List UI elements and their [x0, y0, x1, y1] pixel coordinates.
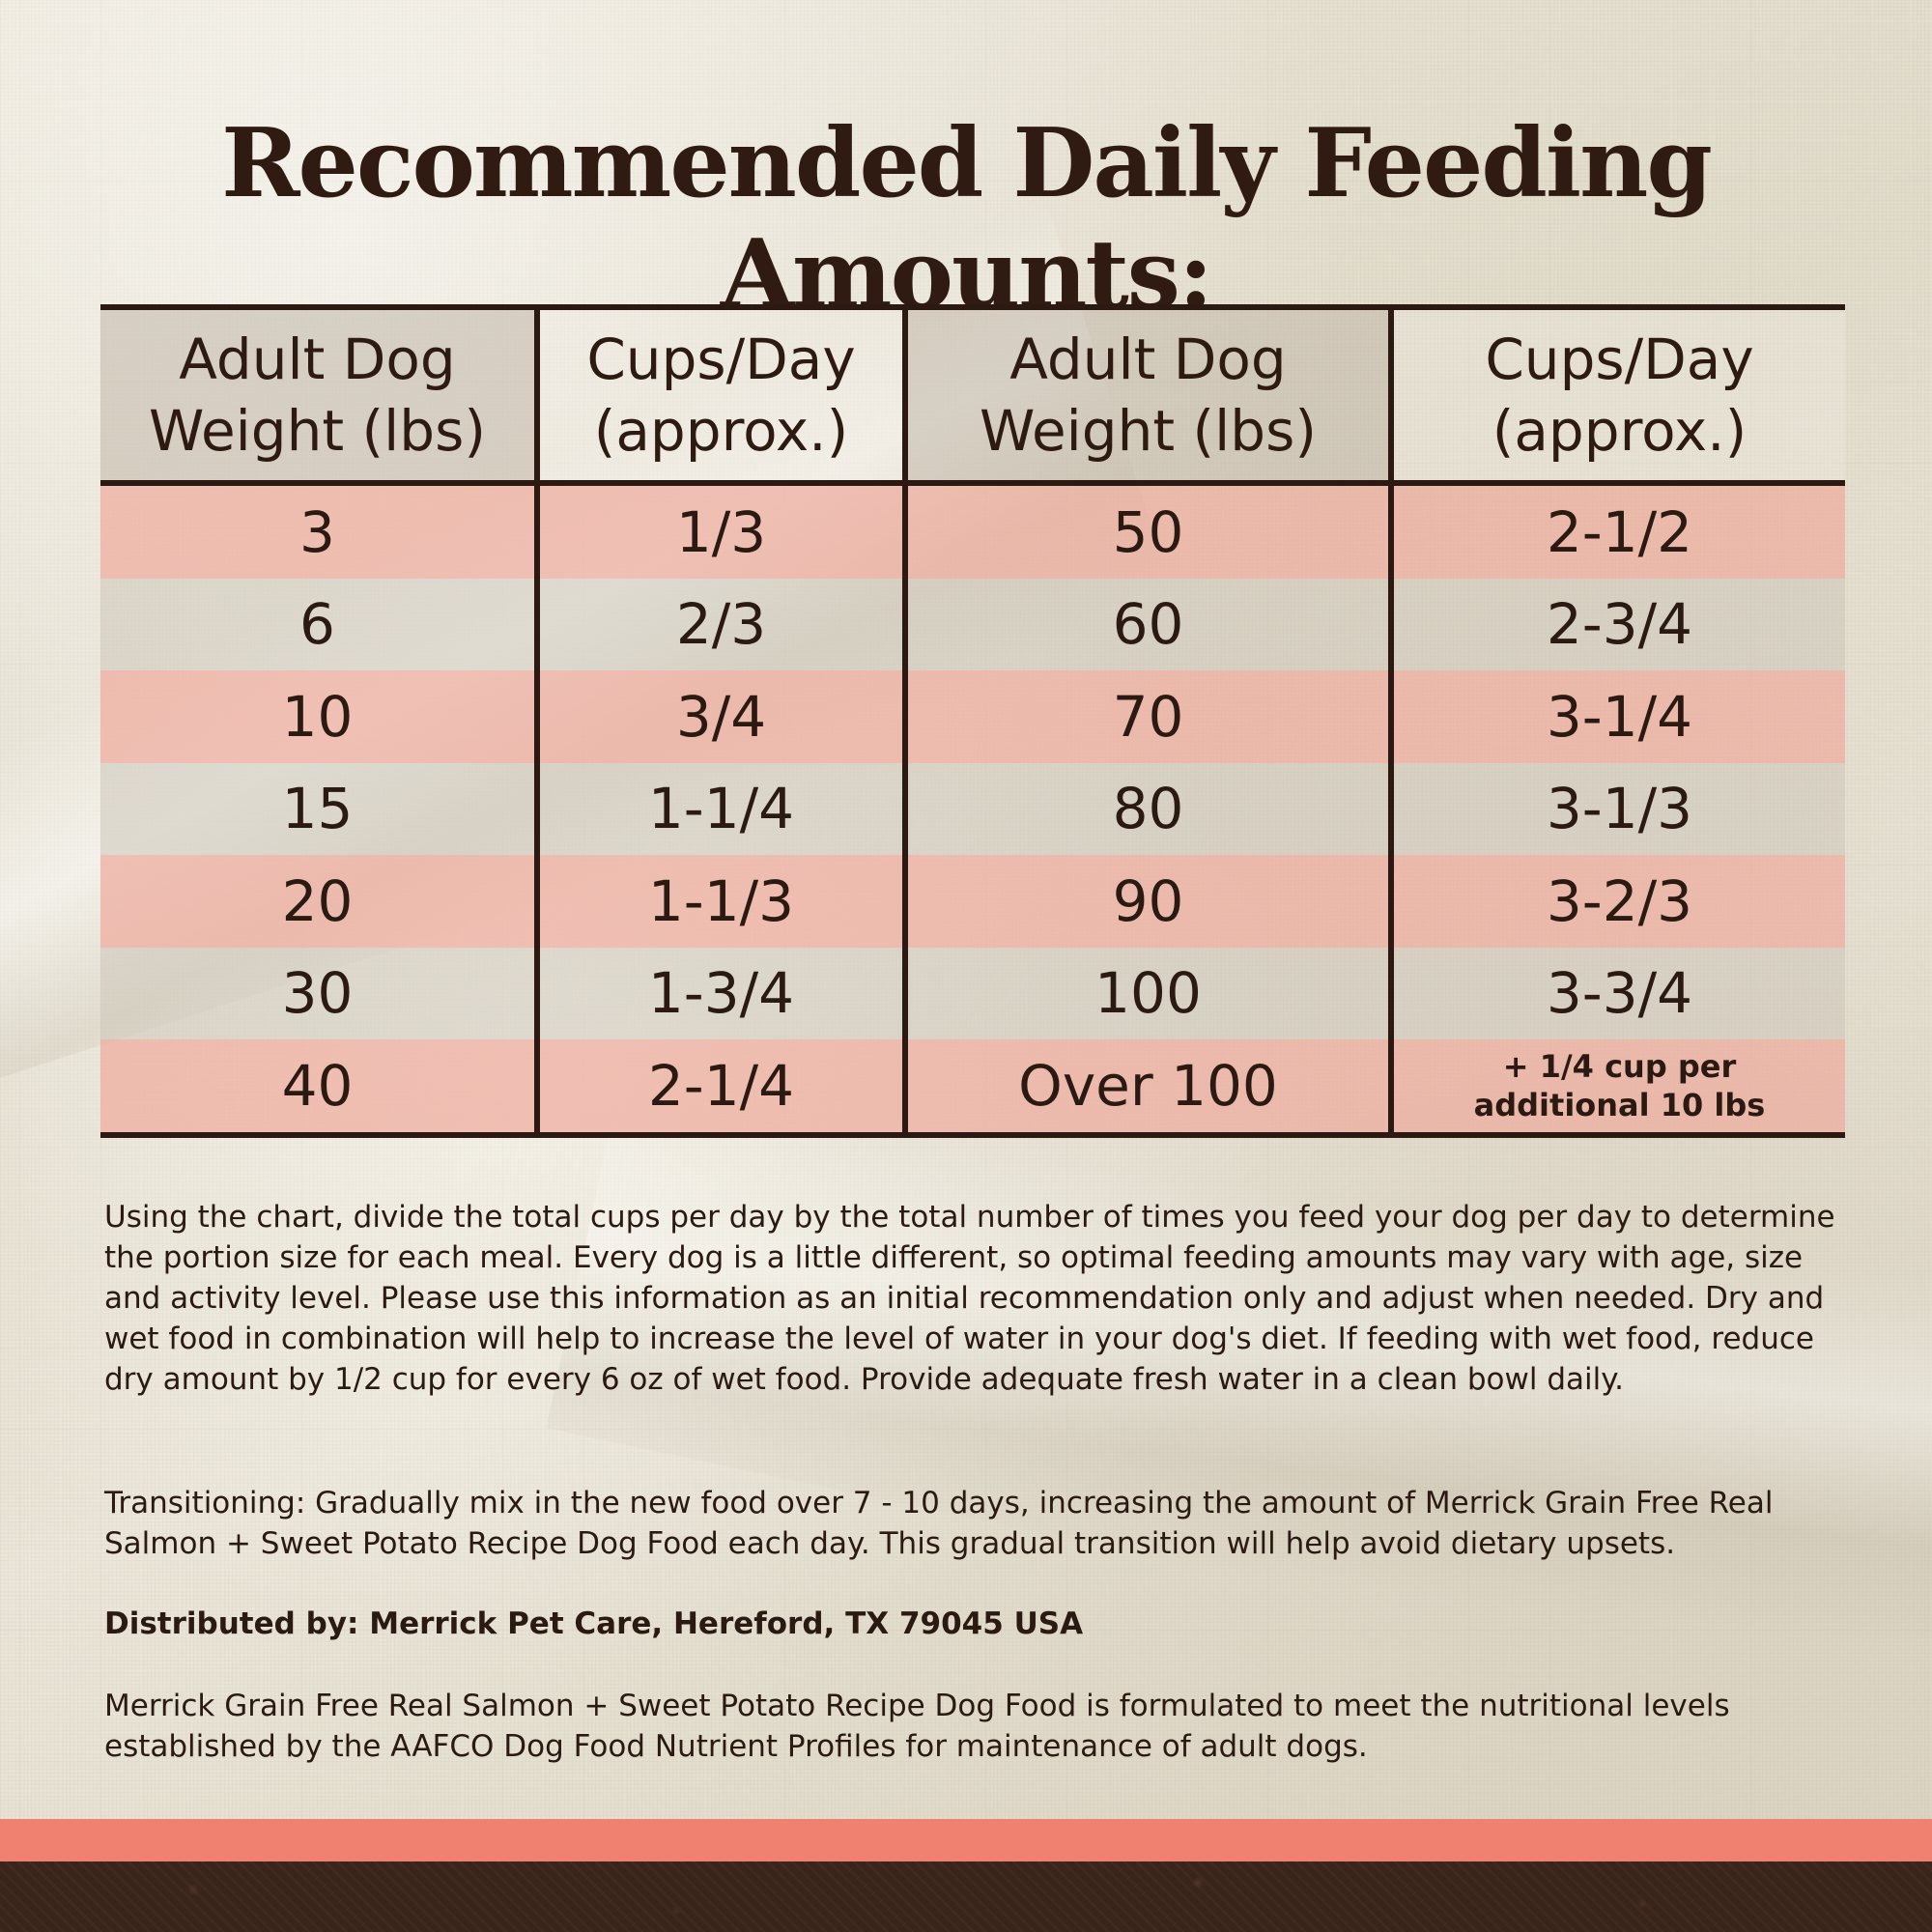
table-row: 10 3/4 70 3-1/4 [100, 670, 1845, 763]
cups-cell: 3-1/4 [1388, 670, 1845, 763]
table-row: 40 2-1/4 Over 100 + 1/4 cup per addition… [100, 1039, 1845, 1135]
weight-cell: Over 100 [902, 1039, 1391, 1135]
weight-cell: 40 [100, 1039, 537, 1135]
weight-cell: 20 [100, 855, 537, 948]
weight-cell: 60 [902, 578, 1391, 670]
header-weight-left: Adult Dog Weight (lbs) [100, 307, 537, 483]
table-row: 15 1-1/4 80 3-1/3 [100, 762, 1845, 855]
instructions-paragraph: Using the chart, divide the total cups p… [104, 1200, 1835, 1397]
weight-cell: 10 [100, 670, 537, 763]
cups-cell: 1-1/3 [534, 855, 905, 948]
cups-cell: 2-3/4 [1388, 578, 1845, 670]
table-row: 30 1-3/4 100 3-3/4 [100, 947, 1845, 1039]
cups-cell: 2-1/4 [534, 1039, 905, 1135]
table-header-row: Adult Dog Weight (lbs) Cups/Day (approx.… [100, 307, 1845, 483]
weight-cell: 80 [902, 762, 1391, 855]
cups-cell: 3-3/4 [1388, 947, 1845, 1039]
feeding-table: Adult Dog Weight (lbs) Cups/Day (approx.… [100, 304, 1845, 1138]
cups-cell: 3/4 [534, 670, 905, 763]
table-row: 20 1-1/3 90 3-2/3 [100, 855, 1845, 948]
transitioning-paragraph: Transitioning: Gradually mix in the new … [104, 1486, 1774, 1561]
cups-cell: 1-3/4 [534, 947, 905, 1039]
cups-cell: 1/3 [534, 483, 905, 579]
header-cups-right: Cups/Day (approx.) [1388, 307, 1845, 483]
soil-band [0, 1861, 1932, 1932]
table-row: 3 1/3 50 2-1/2 [100, 483, 1845, 579]
weight-cell: 3 [100, 483, 537, 579]
cups-cell: 3-2/3 [1388, 855, 1845, 948]
weight-cell: 90 [902, 855, 1391, 948]
table-row: 6 2/3 60 2-3/4 [100, 578, 1845, 670]
distributor-line: Distributed by: Merrick Pet Care, Herefo… [104, 1606, 1084, 1641]
weight-cell: 70 [902, 670, 1391, 763]
weight-cell: 50 [902, 483, 1391, 579]
cups-cell: 2/3 [534, 578, 905, 670]
page-title: Recommended Daily Feeding Amounts: [221, 108, 1713, 330]
header-cups-left: Cups/Day (approx.) [534, 307, 905, 483]
weight-cell: 15 [100, 762, 537, 855]
weight-cell: 6 [100, 578, 537, 670]
cups-cell: 1-1/4 [534, 762, 905, 855]
header-weight-right: Adult Dog Weight (lbs) [902, 307, 1391, 483]
cups-cell: 3-1/3 [1388, 762, 1845, 855]
weight-cell: 30 [100, 947, 537, 1039]
aafco-statement: Merrick Grain Free Real Salmon + Sweet P… [104, 1689, 1730, 1764]
cups-cell-note: + 1/4 cup per additional 10 lbs [1388, 1039, 1845, 1135]
cups-cell: 2-1/2 [1388, 483, 1845, 579]
coral-band [0, 1819, 1932, 1861]
weight-cell: 100 [902, 947, 1391, 1039]
